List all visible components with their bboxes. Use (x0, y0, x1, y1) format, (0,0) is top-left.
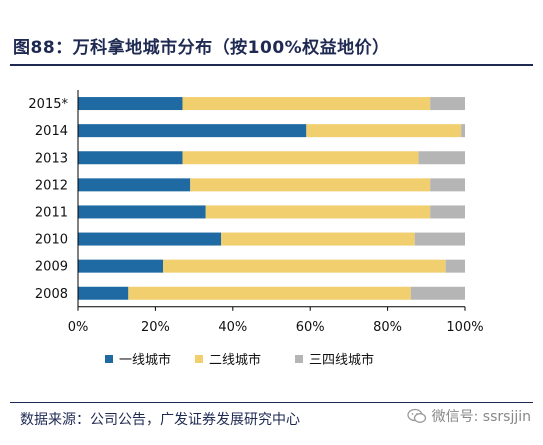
bar-2014-series-3 (461, 124, 465, 138)
bar-2008-series-1 (78, 286, 129, 300)
y-tick-label: 2015* (28, 97, 68, 112)
bar-2012-series-2 (190, 178, 431, 192)
legend-swatch (195, 355, 203, 363)
bar-2009-series-2 (163, 259, 446, 273)
y-tick-label: 2013 (35, 151, 68, 166)
bar-2013-series-2 (182, 151, 419, 165)
bar-2009-series-1 (78, 259, 164, 273)
y-tick-label: 2008 (35, 287, 68, 302)
bar-2012-series-3 (430, 178, 465, 192)
footer-rule (10, 402, 533, 403)
x-axis: 0% 20% 40% 60% 80% 100% (68, 90, 484, 335)
x-tick-label: 40% (218, 320, 247, 335)
title-rule (10, 64, 533, 66)
watermark: 微信号: ssrsjjin (406, 406, 531, 426)
legend-swatch (105, 355, 113, 363)
bar-2009-series-3 (445, 259, 465, 273)
bar-2008-series-3 (410, 286, 465, 300)
bar-2010-series-1 (78, 232, 222, 246)
bars-group (78, 97, 465, 300)
bar-2011-series-3 (430, 205, 465, 219)
x-tick-label: 80% (373, 320, 402, 335)
x-tick-label: 0% (68, 320, 89, 335)
wechat-icon (406, 408, 426, 423)
watermark-text: 微信号: ssrsjjin (431, 409, 531, 425)
legend: 一线城市 二线城市 三四线城市 (105, 352, 374, 368)
bar-2011-series-2 (205, 205, 431, 219)
bar-2015-series-1 (78, 97, 183, 111)
bar-2014-series-2 (306, 124, 462, 138)
y-tick-label: 2009 (35, 260, 68, 275)
figure-title: 图88：万科拿地城市分布（按100%权益地价） (13, 38, 390, 58)
y-tick-label: 2010 (35, 233, 68, 248)
bar-2010-series-2 (221, 232, 415, 246)
y-tick-label: 2014 (35, 124, 68, 139)
x-tick-label: 60% (296, 320, 325, 335)
bar-2015-series-2 (182, 97, 431, 111)
bar-2010-series-3 (414, 232, 465, 246)
legend-label: 二线城市 (209, 352, 261, 368)
source-note: 数据来源：公司公告，广发证券发展研究中心 (20, 412, 300, 428)
bar-2013-series-3 (418, 151, 465, 165)
bar-2008-series-2 (128, 286, 411, 300)
legend-swatch (295, 355, 303, 363)
y-tick-label: 2012 (35, 178, 68, 193)
x-tick-label: 20% (141, 320, 170, 335)
y-axis-labels: 2015* 2014 2013 2012 2011 2010 2009 2008 (28, 97, 68, 302)
bar-2013-series-1 (78, 151, 183, 165)
bar-2014-series-1 (78, 124, 307, 138)
y-tick-label: 2011 (35, 205, 68, 220)
bar-2011-series-1 (78, 205, 206, 219)
legend-label: 一线城市 (119, 352, 171, 368)
bar-2012-series-1 (78, 178, 191, 192)
x-tick-label: 100% (446, 320, 483, 335)
legend-label: 三四线城市 (309, 352, 374, 368)
bar-2015-series-3 (430, 97, 465, 111)
